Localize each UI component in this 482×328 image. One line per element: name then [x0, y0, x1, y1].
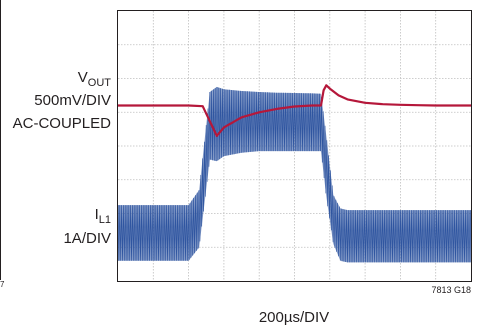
il1-label-sub: L1 — [99, 214, 111, 226]
vout-trace — [118, 84, 471, 137]
plot-area — [117, 10, 472, 282]
plot-border — [117, 10, 472, 282]
vout-label-sub: OUT — [88, 77, 112, 89]
x-axis-label: 200µs/DIV — [259, 309, 329, 326]
il1-trace — [117, 86, 472, 263]
vout-scale-label: 500mV/DIV — [34, 92, 111, 109]
il1-label-main: I — [95, 206, 99, 223]
series-v-out — [118, 84, 471, 137]
il1-scale-label: 1A/DIV — [63, 230, 111, 247]
vout-label-main: V — [78, 69, 88, 86]
figure-id: 7813 G18 — [431, 285, 471, 295]
vout-label: VOUT — [78, 69, 112, 89]
il1-label: IL1 — [95, 206, 111, 226]
left-edge-fragment: 7 — [0, 280, 5, 289]
series-i-l1 — [117, 86, 472, 263]
vout-coupling-label: AC-COUPLED — [13, 115, 112, 132]
